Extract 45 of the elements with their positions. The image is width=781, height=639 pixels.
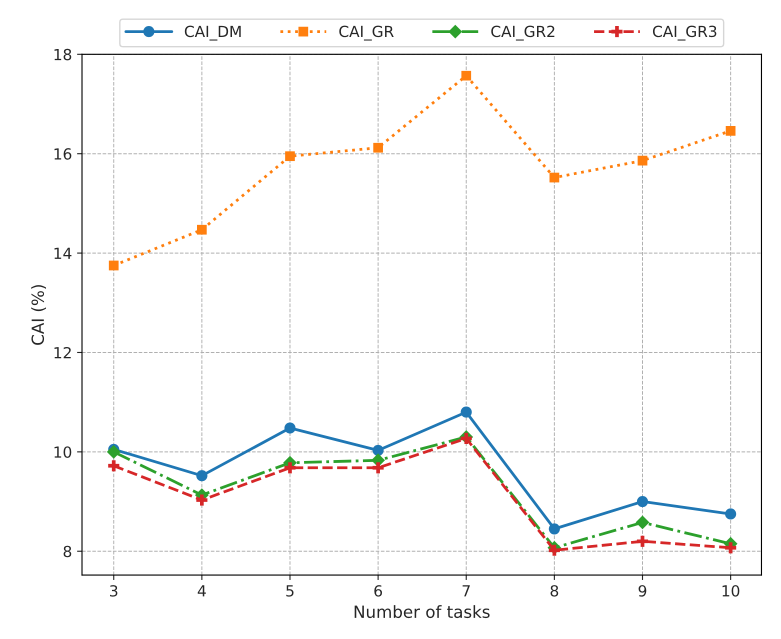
point — [460, 406, 472, 418]
y-tick-label: 18 — [54, 48, 72, 60]
point — [108, 460, 120, 472]
point — [638, 156, 648, 166]
point — [460, 432, 472, 444]
x-tick-label: 8 — [550, 585, 558, 597]
point — [461, 70, 472, 81]
y-axis-title: CAI (%) — [31, 285, 46, 345]
point — [196, 494, 208, 506]
x-tick-label: 6 — [374, 585, 382, 597]
y-tick-label: 8 — [64, 546, 72, 558]
y-tick-label: 10 — [54, 446, 72, 458]
point — [108, 260, 119, 270]
legend-label: CAI_GR — [339, 26, 394, 41]
point — [548, 523, 560, 534]
point — [372, 444, 384, 456]
point — [284, 422, 296, 434]
point — [285, 151, 295, 162]
point — [726, 126, 736, 136]
x-tick-label: 5 — [286, 585, 294, 597]
x-tick-label: 3 — [110, 585, 118, 597]
legend-label: CAI_GR2 — [491, 26, 554, 41]
point — [550, 172, 560, 182]
legend-label: CAI_DM — [184, 26, 241, 41]
x-tick-label: 4 — [198, 585, 206, 596]
point — [636, 516, 650, 530]
x-tick-label: 7 — [462, 585, 470, 596]
y-tick-label: 14 — [54, 248, 72, 259]
point — [636, 496, 648, 508]
x-tick-label: 10 — [722, 585, 740, 597]
point — [372, 462, 384, 474]
point — [373, 142, 383, 153]
point — [725, 508, 736, 520]
point — [284, 462, 296, 474]
x-tick-label: 9 — [638, 585, 646, 597]
y-tick-label: 16 — [54, 148, 72, 160]
point — [636, 536, 648, 547]
point — [725, 542, 736, 554]
point — [197, 224, 207, 235]
point — [196, 470, 208, 482]
x-axis-title: Number of tasks — [354, 605, 490, 618]
point — [548, 544, 560, 556]
legend-label: CAI_GR3 — [652, 26, 716, 41]
point — [106, 444, 121, 459]
y-tick-label: 12 — [54, 346, 71, 358]
